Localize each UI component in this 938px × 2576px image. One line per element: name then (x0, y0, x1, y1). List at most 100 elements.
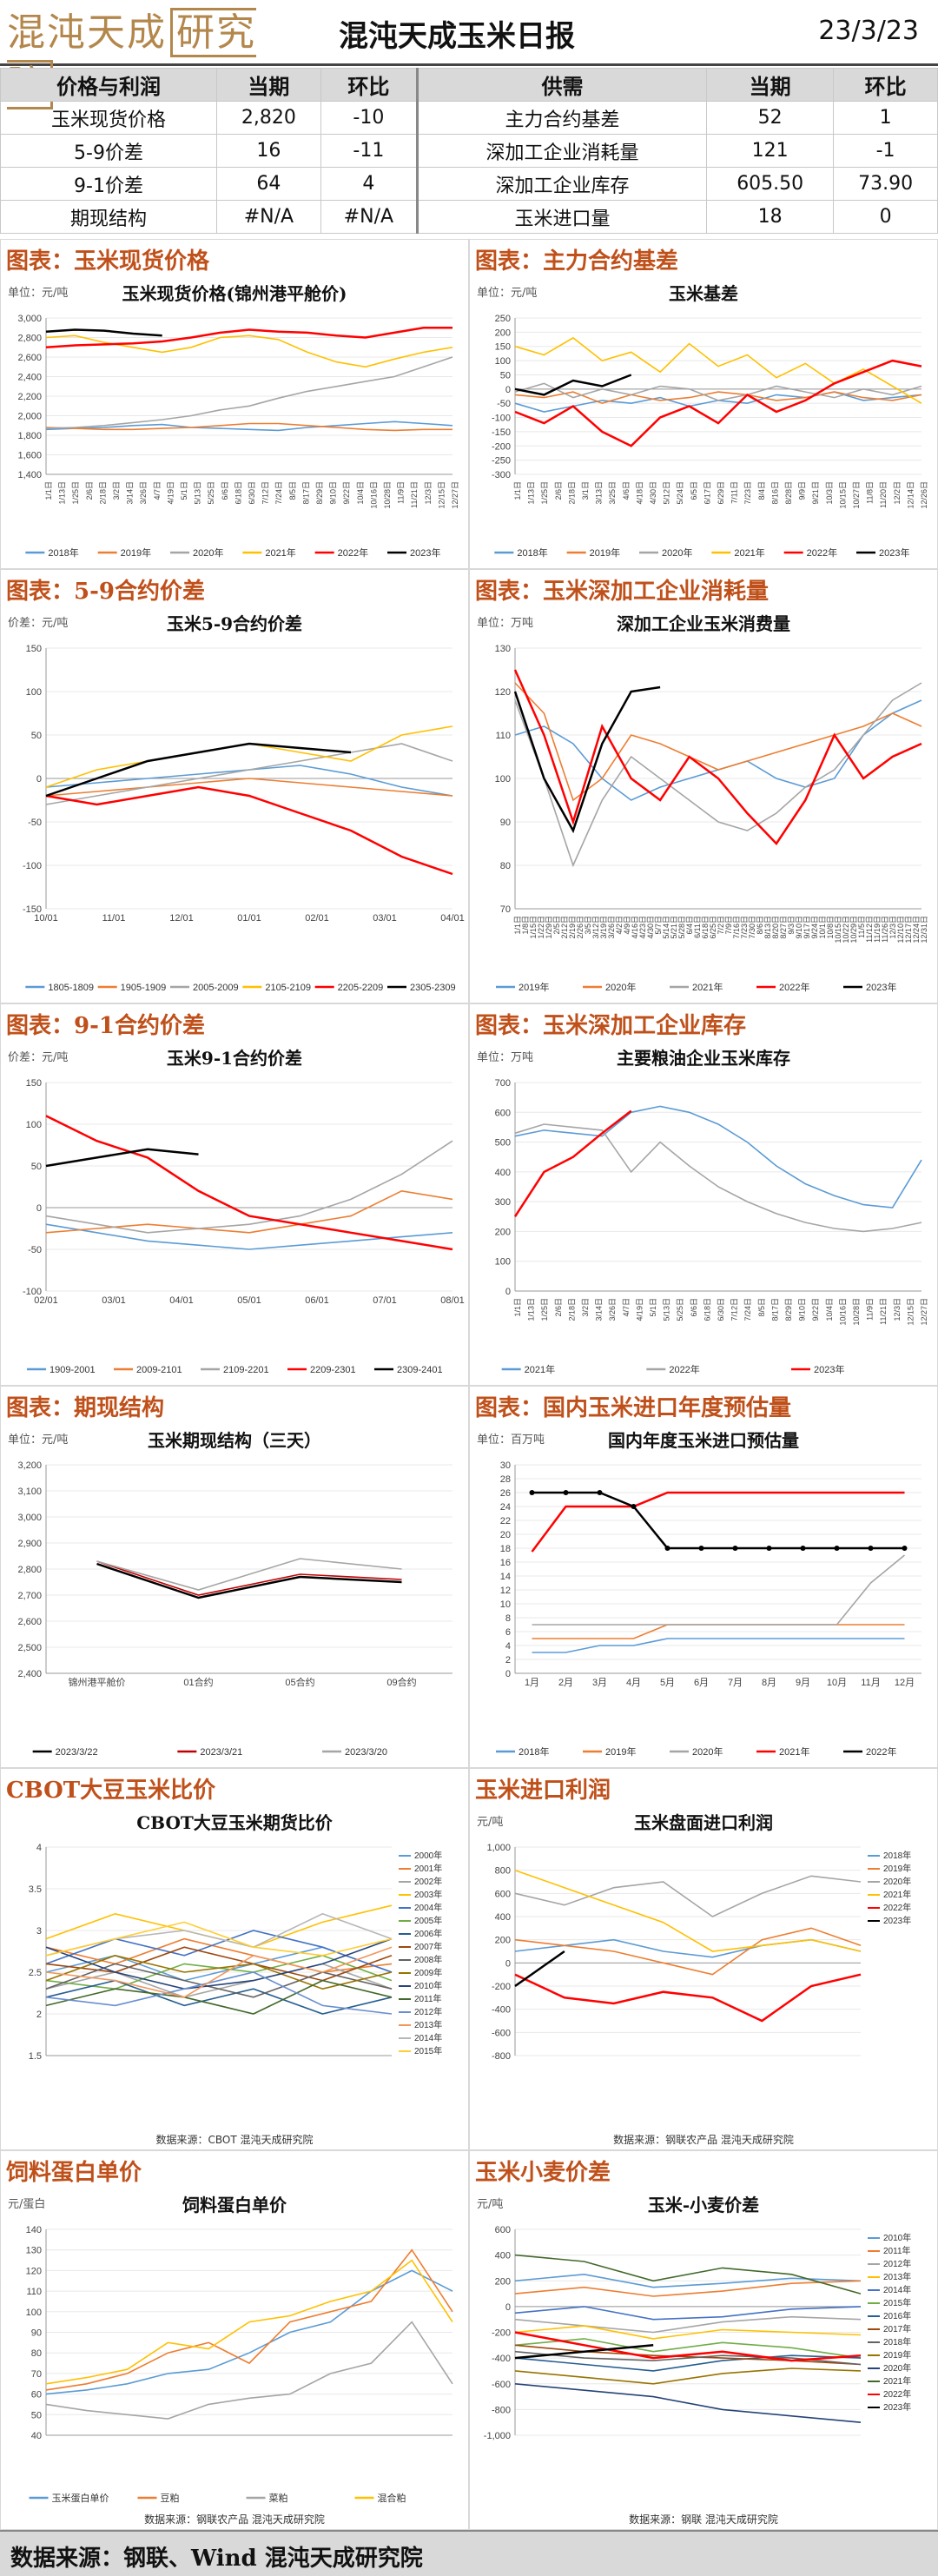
series-line-2005-2009 (45, 743, 453, 805)
x-tick-label: 09合约 (386, 1676, 416, 1688)
series-line-2003年 (45, 1904, 393, 1949)
x-tick-label: 8/6日 (756, 916, 764, 935)
x-tick-label: 12/31日 (920, 916, 928, 944)
series-line-2021年 (514, 1105, 922, 1209)
x-tick-label: 2/6日 (554, 481, 563, 500)
x-tick-label: 2/18日 (567, 481, 576, 505)
x-tick-label: 3/1日 (581, 481, 590, 500)
y-tick-label: 400 (495, 2251, 511, 2261)
panel-title: 图表：国内玉米进口年度预估量 (475, 1395, 792, 1421)
chart-svg: -150 -100 -50 0 50 100 150 10/01 11/01 12/01 01/01… (23, 644, 465, 993)
x-tick-label: 6/5日 (690, 481, 698, 500)
y-tick-label: 100 (495, 774, 511, 785)
x-tick-label: 7/24日 (274, 481, 283, 505)
series-line-2019年 (514, 391, 922, 405)
y-tick-label: 200 (495, 2276, 511, 2287)
y-tick-label: 100 (495, 356, 511, 367)
x-tick-label: 8/17日 (301, 481, 310, 505)
x-tick-label: 10/27日 (852, 481, 861, 509)
x-tick-label: 10/16日 (838, 1298, 847, 1326)
y-tick-label: 6 (505, 1627, 511, 1638)
y-tick-label: 0 (36, 774, 42, 785)
legend-label: 2018年 (883, 2336, 911, 2348)
chart-svg: 0 100 200 300 400 500 600 700 1/1日 1/13日 1/25日 2/6日… (495, 1078, 928, 1375)
legend-label: 2019年 (883, 1863, 911, 1874)
x-tick-label: 4/7日 (153, 481, 162, 500)
x-tick-label: 6/25日 (709, 916, 717, 939)
y-tick-label: -800 (492, 2051, 511, 2062)
series-line-2019年 (514, 699, 922, 801)
y-tick-label: 3.5 (29, 1884, 42, 1895)
x-tick-label: 4/19日 (635, 1298, 644, 1321)
x-tick-label: 11/26日 (881, 916, 889, 943)
legend-label: 2018年 (519, 1745, 549, 1758)
series-line-2023/3/21 (96, 1560, 402, 1596)
legend-label: 2005年 (414, 1915, 442, 1926)
x-tick-label: 锦州港平舱价 (69, 1676, 126, 1688)
series-line-2007年 (45, 1946, 393, 1982)
x-tick-label: 3/5日 (584, 916, 592, 935)
legend-label: 2022年 (883, 1902, 911, 1913)
series-line-2020年 (532, 1554, 906, 1626)
kpi-cell: 16 (216, 134, 321, 168)
panel-title: 图表：玉米深加工企业消耗量 (475, 579, 770, 605)
x-tick-label: 5/1日 (180, 481, 188, 500)
series-line-2006年 (45, 1979, 393, 2015)
x-tick-label: 11/12日 (865, 916, 874, 943)
legend-label: 2023/3/21 (200, 1747, 242, 1758)
y-tick-label: -150 (492, 427, 511, 438)
x-tick-label: 9/17日 (803, 916, 811, 939)
y-tick-label: 200 (495, 1936, 511, 1946)
x-tick-label: 7/30日 (748, 916, 756, 939)
x-tick-label: 3/2日 (581, 1298, 590, 1317)
x-tick-label: 1/13日 (527, 481, 536, 505)
x-tick-label: 10月 (827, 1678, 847, 1688)
legend-label: 2021年 (265, 546, 295, 559)
chart-title: 玉米基差 (669, 283, 738, 304)
series-line-2013年 (45, 1946, 393, 1998)
x-tick-label: 2月 (558, 1678, 573, 1688)
x-tick-label: 12/26日 (920, 481, 928, 509)
x-tick-label: 8/27日 (779, 916, 788, 939)
y-tick-label: 150 (26, 644, 42, 654)
legend-label: 2018年 (883, 1850, 911, 1861)
unit-label: 单位：百万吨 (477, 1434, 545, 1447)
x-tick-label: 6/17日 (703, 481, 711, 505)
x-tick-label: 10/4日 (356, 481, 365, 505)
y-tick-label: 2 (505, 1655, 511, 1665)
legend-label: 2017年 (883, 2323, 911, 2334)
y-tick-label: 110 (495, 731, 511, 741)
chart-svg: 2,400 2,500 2,600 2,700 2,800 2,900 3,000 3,100… (17, 1460, 452, 1758)
x-tick-label: 9/24日 (810, 916, 819, 939)
y-tick-label: -150 (23, 904, 42, 915)
x-tick-label: 6/30日 (248, 481, 256, 505)
legend-label: 2002年 (414, 1876, 442, 1887)
x-tick-label: 5月 (660, 1678, 675, 1688)
kpi-cell: 深加工企业库存 (415, 167, 708, 201)
y-tick-label: 2,800 (17, 334, 42, 344)
chart-title: CBOT大豆玉米期货比价 (136, 1812, 333, 1833)
legend-label: 2019年 (519, 981, 549, 993)
series-line-2021年 (531, 1491, 905, 1553)
x-tick-label: 2/6日 (554, 1298, 563, 1317)
chart-svg: -1,000 -800 -600 -400 -200 0 200 400 600 2010年 201… (484, 2225, 911, 2441)
legend-label: 2305-2309 (410, 983, 456, 993)
x-tick-label: 11/01 (102, 913, 126, 924)
kpi-row: 玉米现货价格 2,820 -10 主力合约基差 52 1 (0, 101, 938, 135)
unit-label: 单位：万吨 (477, 1051, 534, 1064)
x-tick-label: 5/13日 (663, 1298, 671, 1321)
x-tick-label: 8/28日 (784, 481, 793, 505)
series-line-2016年 (514, 2354, 862, 2372)
y-tick-label: 60 (31, 2390, 42, 2401)
legend-label: 混合粕 (378, 2492, 406, 2504)
y-tick-label: -800 (492, 2405, 511, 2415)
x-tick-label: 4/23日 (638, 916, 647, 939)
series-line-2205-2209 (45, 785, 453, 876)
report-title: 混沌天成玉米日报 (339, 19, 575, 54)
x-tick-label: 12/17日 (904, 916, 913, 944)
y-tick-label: -50 (497, 399, 511, 409)
series-line-2020年 (514, 382, 922, 401)
x-tick-label: 9/10日 (329, 481, 338, 505)
x-tick-label: 6/4日 (685, 916, 694, 935)
x-tick-label: 3/2日 (112, 481, 121, 500)
